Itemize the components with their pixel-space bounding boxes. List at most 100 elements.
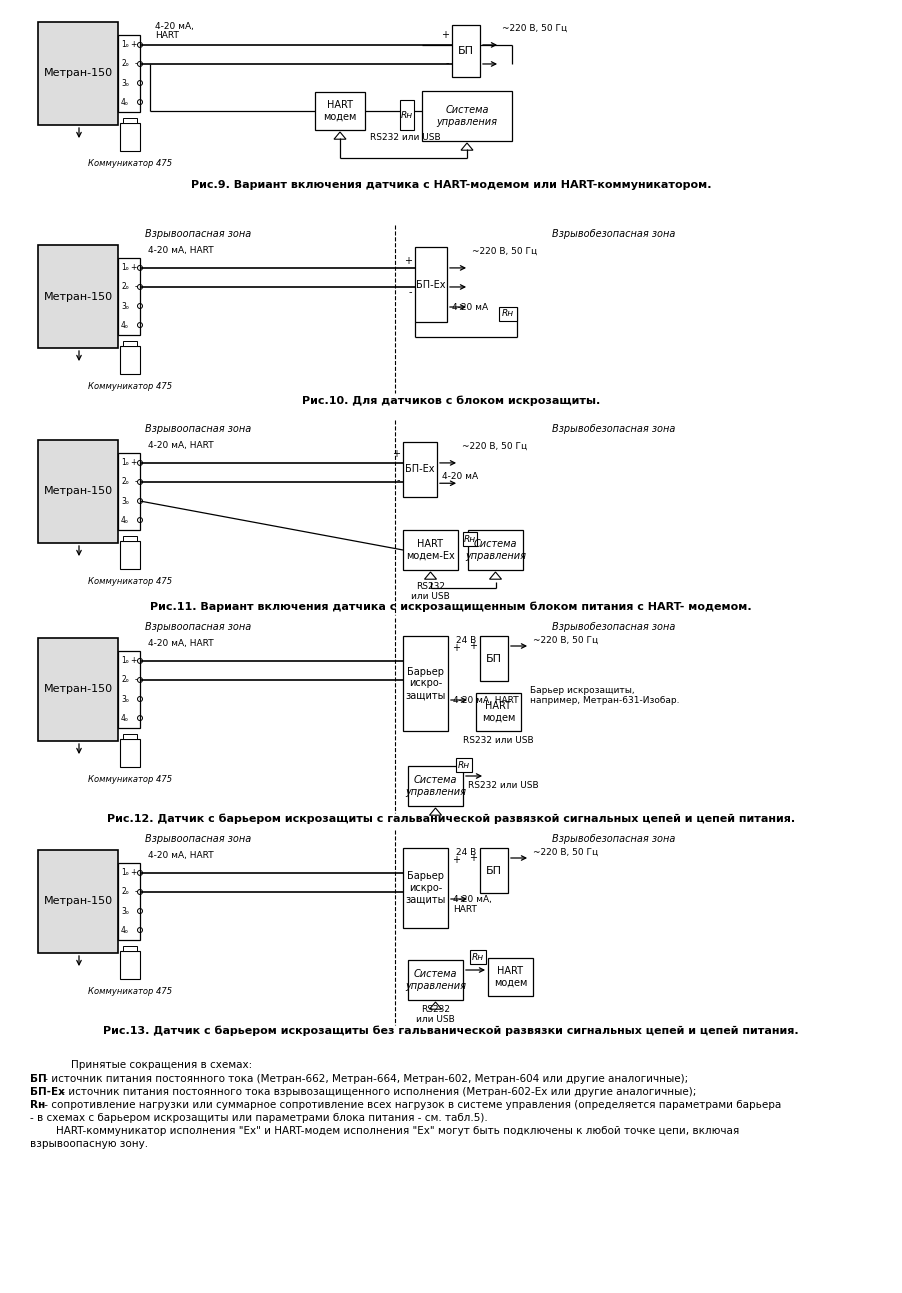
Text: Rн: Rн: [400, 110, 413, 119]
Text: RS232
или USB: RS232 или USB: [416, 1005, 455, 1024]
Text: HART
модем-Ех: HART модем-Ех: [406, 539, 455, 561]
Text: 3ₒ: 3ₒ: [121, 301, 129, 310]
Text: Rн: Rн: [30, 1100, 45, 1109]
Text: Система
управления: Система управления: [465, 539, 526, 561]
Text: RS232 или USB: RS232 или USB: [468, 781, 538, 790]
Text: 4-20 мА, HART: 4-20 мА, HART: [148, 441, 214, 450]
Bar: [403, 530, 458, 570]
Text: 1ₒ: 1ₒ: [121, 264, 129, 273]
Bar: [123, 118, 137, 123]
Text: RS232
или USB: RS232 или USB: [411, 582, 450, 601]
Text: 24 В: 24 В: [456, 636, 476, 645]
Text: 4ₒ: 4ₒ: [121, 714, 129, 723]
Text: Рис.12. Датчик с барьером искрозащиты с гальванической развязкой сигнальных цепе: Рис.12. Датчик с барьером искрозащиты с …: [107, 813, 795, 824]
Text: +: +: [452, 643, 460, 653]
Text: БП: БП: [458, 47, 474, 56]
Text: HART-коммуникатор исполнения "Ех" и HART-модем исполнения "Ех" могут быть подклю: HART-коммуникатор исполнения "Ех" и HART…: [30, 1126, 740, 1137]
Bar: [120, 740, 140, 767]
Text: 2ₒ: 2ₒ: [121, 675, 129, 684]
Text: -: -: [134, 675, 137, 684]
Bar: [400, 100, 414, 131]
Text: Метран-150: Метран-150: [43, 684, 113, 694]
Text: Взрывоопасная зона: Взрывоопасная зона: [145, 424, 252, 434]
Text: 2ₒ: 2ₒ: [121, 59, 129, 69]
Text: 4-20 мА, HART: 4-20 мА, HART: [148, 851, 214, 860]
Text: Рис.10. Для датчиков с блоком искрозащиты.: Рис.10. Для датчиков с блоком искрозащит…: [302, 394, 600, 406]
Text: Принятые сокращения в схемах:: Принятые сокращения в схемах:: [45, 1060, 253, 1071]
Bar: [463, 531, 477, 546]
Text: ~220 В, 50 Гц: ~220 В, 50 Гц: [533, 848, 598, 857]
Text: 1ₒ: 1ₒ: [121, 657, 129, 666]
Bar: [480, 636, 508, 681]
Text: 4-20 мА,: 4-20 мА,: [155, 22, 194, 31]
Text: Рис.11. Вариант включения датчика с искрозащищенным блоком питания с HART- модем: Рис.11. Вариант включения датчика с искр…: [151, 603, 751, 613]
Bar: [468, 530, 523, 570]
Text: +: +: [131, 40, 137, 49]
Text: - в схемах с барьером искрозащиты или параметрами блока питания - см. табл.5).: - в схемах с барьером искрозащиты или па…: [30, 1113, 488, 1124]
Text: БП-Ех: БП-Ех: [30, 1087, 65, 1096]
Text: Коммуникатор 475: Коммуникатор 475: [87, 775, 172, 784]
Text: Система
управления: Система управления: [405, 970, 466, 990]
Bar: [403, 442, 437, 497]
Text: -: -: [134, 887, 137, 896]
Text: Взрывоопасная зона: Взрывоопасная зона: [145, 622, 252, 632]
Bar: [476, 693, 521, 731]
Bar: [120, 540, 140, 569]
Text: +: +: [441, 30, 449, 40]
Text: Взрывоопасная зона: Взрывоопасная зона: [145, 834, 252, 844]
Text: Коммуникатор 475: Коммуникатор 475: [87, 577, 172, 586]
Text: 1ₒ: 1ₒ: [121, 40, 129, 49]
Text: Коммуникатор 475: Коммуникатор 475: [87, 987, 172, 996]
Bar: [38, 22, 118, 125]
Bar: [123, 734, 137, 740]
Text: Рис.13. Датчик с барьером искрозащиты без гальванической развязки сигнальных цеп: Рис.13. Датчик с барьером искрозащиты бе…: [103, 1025, 799, 1036]
Text: RS232 или USB: RS232 или USB: [370, 133, 440, 142]
Text: HART
модем: HART модем: [493, 966, 527, 988]
Text: БП: БП: [30, 1074, 47, 1084]
Text: Коммуникатор 475: Коммуникатор 475: [87, 381, 172, 390]
Text: Барьер искрозащиты,
например, Метран-631-Изобар.: Барьер искрозащиты, например, Метран-631…: [530, 687, 679, 706]
Text: 1ₒ: 1ₒ: [121, 459, 129, 467]
Bar: [120, 123, 140, 151]
Text: 4ₒ: 4ₒ: [121, 516, 129, 525]
Bar: [38, 850, 118, 953]
Text: ~220 В, 50 Гц: ~220 В, 50 Гц: [533, 636, 598, 645]
Bar: [408, 959, 463, 999]
Text: ~220 В, 50 Гц: ~220 В, 50 Гц: [502, 25, 567, 34]
Bar: [118, 454, 140, 530]
Text: +: +: [131, 264, 137, 273]
Text: Метран-150: Метран-150: [43, 69, 113, 79]
Bar: [123, 946, 137, 950]
Text: Система
управления: Система управления: [437, 105, 498, 127]
Text: Взрывобезопасная зона: Взрывобезопасная зона: [552, 229, 675, 239]
Text: +: +: [452, 855, 460, 865]
Text: +: +: [131, 657, 137, 666]
Text: 24 В: 24 В: [456, 848, 476, 857]
Text: 2ₒ: 2ₒ: [121, 282, 129, 291]
Text: 2ₒ: 2ₒ: [121, 887, 129, 896]
Text: Взрывобезопасная зона: Взрывобезопасная зона: [552, 424, 675, 434]
Text: 4-20 мА, HART: 4-20 мА, HART: [148, 246, 214, 255]
Bar: [118, 864, 140, 940]
Text: 3ₒ: 3ₒ: [121, 906, 129, 915]
Text: 4-20 мА, HART: 4-20 мА, HART: [453, 696, 519, 705]
Text: -: -: [397, 475, 400, 485]
Text: 4-20 мА, HART: 4-20 мА, HART: [148, 639, 214, 648]
Text: Метран-150: Метран-150: [43, 291, 113, 301]
Text: HART: HART: [155, 31, 179, 40]
Bar: [315, 92, 365, 131]
Bar: [403, 848, 448, 928]
Text: ~220 В, 50 Гц: ~220 В, 50 Гц: [472, 247, 537, 256]
Text: - источник питания постоянного тока (Метран-662, Метран-664, Метран-602, Метран-: - источник питания постоянного тока (Мет…: [41, 1074, 688, 1084]
Bar: [456, 758, 472, 772]
Text: -: -: [134, 477, 137, 486]
Text: Rн: Rн: [464, 534, 476, 543]
Bar: [120, 347, 140, 374]
Text: БП: БП: [486, 653, 502, 663]
Bar: [120, 950, 140, 979]
Text: Метран-150: Метран-150: [43, 486, 113, 497]
Bar: [38, 244, 118, 348]
Text: +: +: [131, 869, 137, 878]
Text: +: +: [469, 641, 477, 650]
Bar: [118, 35, 140, 111]
